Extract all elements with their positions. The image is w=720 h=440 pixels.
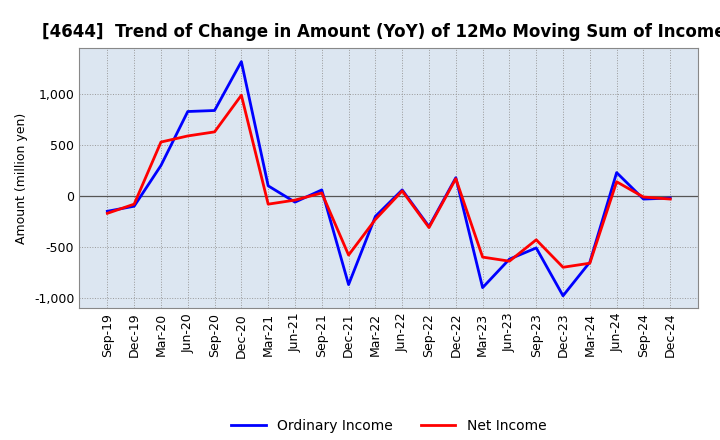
Ordinary Income (157, 163, 166, 168)
Ordinary Income (666, 195, 675, 201)
Net Income (451, 176, 460, 181)
Net Income (639, 194, 648, 200)
Net Income (237, 92, 246, 98)
Net Income (103, 211, 112, 216)
Net Income (264, 202, 272, 207)
Ordinary Income (184, 109, 192, 114)
Ordinary Income (344, 282, 353, 287)
Ordinary Income (639, 196, 648, 202)
Ordinary Income (210, 108, 219, 113)
Ordinary Income (264, 183, 272, 188)
Ordinary Income (130, 204, 138, 209)
Ordinary Income (398, 187, 407, 193)
Net Income (398, 188, 407, 194)
Net Income (559, 264, 567, 270)
Net Income (532, 237, 541, 242)
Net Income (344, 253, 353, 258)
Ordinary Income (237, 59, 246, 64)
Ordinary Income (505, 257, 514, 262)
Legend: Ordinary Income, Net Income: Ordinary Income, Net Income (226, 414, 552, 439)
Net Income (612, 179, 621, 184)
Net Income (210, 129, 219, 135)
Net Income (130, 202, 138, 207)
Y-axis label: Amount (million yen): Amount (million yen) (15, 113, 28, 244)
Net Income (184, 133, 192, 139)
Net Income (666, 196, 675, 202)
Ordinary Income (103, 209, 112, 214)
Net Income (291, 198, 300, 203)
Ordinary Income (532, 245, 541, 250)
Ordinary Income (291, 199, 300, 205)
Net Income (505, 259, 514, 264)
Ordinary Income (425, 224, 433, 229)
Ordinary Income (318, 187, 326, 193)
Net Income (585, 260, 594, 266)
Ordinary Income (585, 260, 594, 265)
Ordinary Income (478, 285, 487, 290)
Ordinary Income (559, 293, 567, 298)
Ordinary Income (371, 214, 379, 219)
Net Income (318, 191, 326, 196)
Net Income (371, 217, 379, 222)
Line: Net Income: Net Income (107, 95, 670, 267)
Line: Ordinary Income: Ordinary Income (107, 62, 670, 296)
Title: [4644]  Trend of Change in Amount (YoY) of 12Mo Moving Sum of Incomes: [4644] Trend of Change in Amount (YoY) o… (42, 23, 720, 41)
Net Income (425, 225, 433, 230)
Ordinary Income (451, 175, 460, 180)
Ordinary Income (612, 170, 621, 175)
Net Income (157, 139, 166, 145)
Net Income (478, 254, 487, 260)
